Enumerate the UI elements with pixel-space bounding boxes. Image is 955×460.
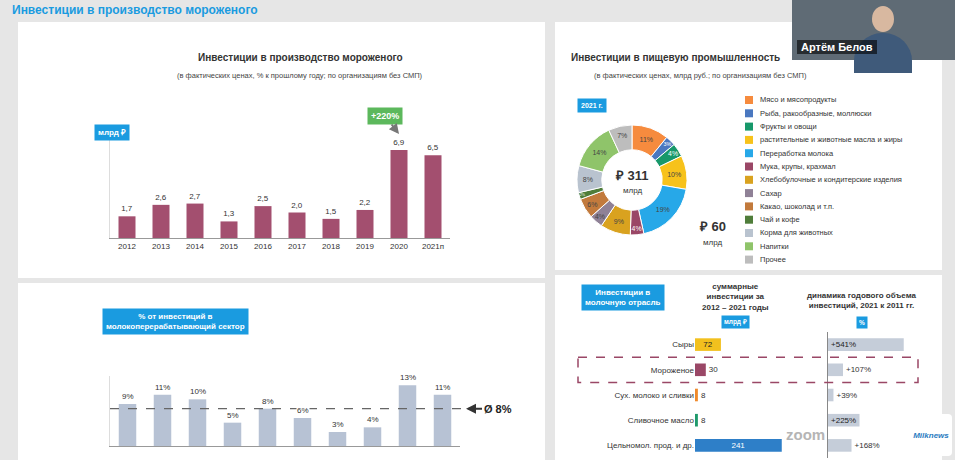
svg-text:2021п: 2021п (422, 242, 444, 251)
svg-text:Напитки: Напитки (760, 242, 789, 251)
svg-text:Инвестиции в производство моро: Инвестиции в производство мороженого (198, 52, 403, 63)
svg-text:2,7: 2,7 (189, 192, 201, 201)
svg-text:Сух. молоко и сливки: Сух. молоко и сливки (614, 391, 694, 400)
svg-text:2,0: 2,0 (291, 201, 303, 210)
svg-text:Мороженое: Мороженое (651, 366, 695, 375)
svg-text:Какао, шоколад и т.п.: Какао, шоколад и т.п. (760, 202, 834, 211)
svg-text:9%: 9% (614, 218, 624, 225)
svg-text:10%: 10% (190, 387, 206, 396)
svg-text:19%: 19% (656, 206, 670, 213)
svg-text:2,6: 2,6 (155, 193, 167, 202)
svg-text:2013: 2013 (152, 242, 170, 251)
svg-text:8%: 8% (262, 397, 274, 406)
svg-text:динамика годового объемаинвест: динамика годового объемаинвестиций, 2021… (807, 291, 917, 310)
svg-text:+39%: +39% (836, 391, 857, 400)
svg-text:2,5: 2,5 (257, 194, 269, 203)
svg-text:Фрукты и овощи: Фрукты и овощи (760, 122, 817, 131)
svg-text:1,3: 1,3 (223, 209, 235, 218)
svg-text:+541%: +541% (831, 340, 856, 349)
svg-text:Корма для животных: Корма для животных (760, 228, 833, 237)
svg-text:4%: 4% (668, 150, 678, 157)
svg-text:4%: 4% (595, 213, 605, 220)
svg-text:(в фактических ценах, % к прош: (в фактических ценах, % к прошлому году;… (177, 71, 423, 80)
svg-text:2019: 2019 (356, 242, 374, 251)
svg-text:6%: 6% (297, 406, 309, 415)
svg-text:6,5: 6,5 (427, 143, 439, 152)
svg-text:14%: 14% (592, 149, 606, 156)
svg-text:суммарныеинвестиции за2012 – 2: суммарныеинвестиции за2012 – 2021 годы (702, 282, 769, 312)
svg-text:zoom: zoom (786, 426, 825, 443)
svg-text:Рыба, ракообразные, моллюски: Рыба, ракообразные, моллюски (760, 109, 872, 118)
svg-text:₽ 60: ₽ 60 (699, 219, 726, 234)
svg-text:13%: 13% (400, 373, 416, 382)
svg-text:11%: 11% (640, 136, 654, 143)
svg-text:растительные и животные масла: растительные и животные масла и жиры (760, 135, 902, 144)
svg-text:2014: 2014 (186, 242, 204, 251)
svg-text:4%: 4% (367, 415, 379, 424)
svg-text:млрд ₽: млрд ₽ (724, 318, 747, 326)
svg-text:10%: 10% (667, 171, 681, 178)
svg-text:% от инвестиций вмолокоперераб: % от инвестиций вмолокоперерабатывающий … (106, 312, 245, 331)
svg-text:Мясо и мясопродукты: Мясо и мясопродукты (760, 95, 836, 104)
svg-text:2012: 2012 (118, 242, 136, 251)
svg-text:Инвестиции вмолочную отрасль: Инвестиции вмолочную отрасль (585, 288, 661, 307)
svg-text:6%: 6% (587, 201, 597, 208)
svg-text:30: 30 (709, 365, 718, 374)
svg-text:Хлебобулочные и кондитерские и: Хлебобулочные и кондитерские изделия (760, 175, 902, 184)
svg-text:Переработка молока: Переработка молока (760, 149, 834, 158)
svg-text:млрд: млрд (623, 186, 642, 195)
svg-text:Инвестиции в производство моро: Инвестиции в производство мороженого (12, 3, 258, 17)
svg-text:2,2: 2,2 (359, 198, 371, 207)
html-text:Артём Белов: Артём Белов (801, 41, 873, 53)
svg-text:8%: 8% (583, 176, 593, 183)
svg-text:(в фактических ценах, млрд руб: (в фактических ценах, млрд руб.; по орга… (594, 71, 807, 80)
svg-text:2020: 2020 (390, 242, 408, 251)
svg-text:+225%: +225% (831, 416, 856, 425)
svg-text:Сахар: Сахар (760, 189, 782, 198)
svg-text:2015: 2015 (220, 242, 238, 251)
svg-text:9%: 9% (122, 392, 134, 401)
svg-text:72: 72 (703, 340, 712, 349)
svg-text:%: % (859, 319, 865, 326)
svg-text:7%: 7% (617, 132, 627, 139)
svg-text:2021 г.: 2021 г. (581, 102, 603, 109)
svg-text:8: 8 (701, 416, 706, 425)
svg-text:+220%: +220% (371, 111, 399, 121)
svg-text:8: 8 (701, 391, 706, 400)
svg-text:₽ 311: ₽ 311 (615, 168, 649, 183)
svg-text:Чай и кофе: Чай и кофе (760, 215, 800, 224)
svg-text:Сливочное масло: Сливочное масло (628, 416, 695, 425)
svg-text:Мука, крупы, крахмал: Мука, крупы, крахмал (760, 162, 836, 171)
svg-text:1,7: 1,7 (121, 204, 133, 213)
svg-text:2018: 2018 (322, 242, 340, 251)
svg-text:млрд: млрд (703, 238, 722, 247)
svg-text:5%: 5% (227, 411, 239, 420)
svg-text:Прочее: Прочее (760, 255, 786, 264)
svg-text:2017: 2017 (288, 242, 306, 251)
svg-text:Инвестиции в пищевую промышлен: Инвестиции в пищевую промышленность (571, 52, 780, 63)
svg-text:Цельномол. прод. и др.: Цельномол. прод. и др. (607, 441, 694, 450)
svg-text:11%: 11% (435, 383, 450, 392)
svg-text:11%: 11% (155, 383, 170, 392)
svg-text:1,5: 1,5 (325, 207, 337, 216)
svg-text:Ø 8%: Ø 8% (484, 403, 512, 415)
svg-text:6,9: 6,9 (393, 138, 405, 147)
svg-text:2016: 2016 (254, 242, 272, 251)
svg-text:3%: 3% (663, 141, 671, 147)
svg-text:241: 241 (731, 441, 745, 450)
svg-text:+107%: +107% (846, 365, 871, 374)
svg-text:4%: 4% (632, 225, 642, 232)
svg-text:+168%: +168% (855, 441, 880, 450)
svg-text:2%: 2% (580, 193, 586, 197)
svg-text:3%: 3% (332, 420, 344, 429)
svg-text:Сыры: Сыры (672, 340, 694, 349)
html-text:Milknews: Milknews (913, 430, 949, 440)
svg-text:млрд ₽: млрд ₽ (98, 128, 126, 137)
